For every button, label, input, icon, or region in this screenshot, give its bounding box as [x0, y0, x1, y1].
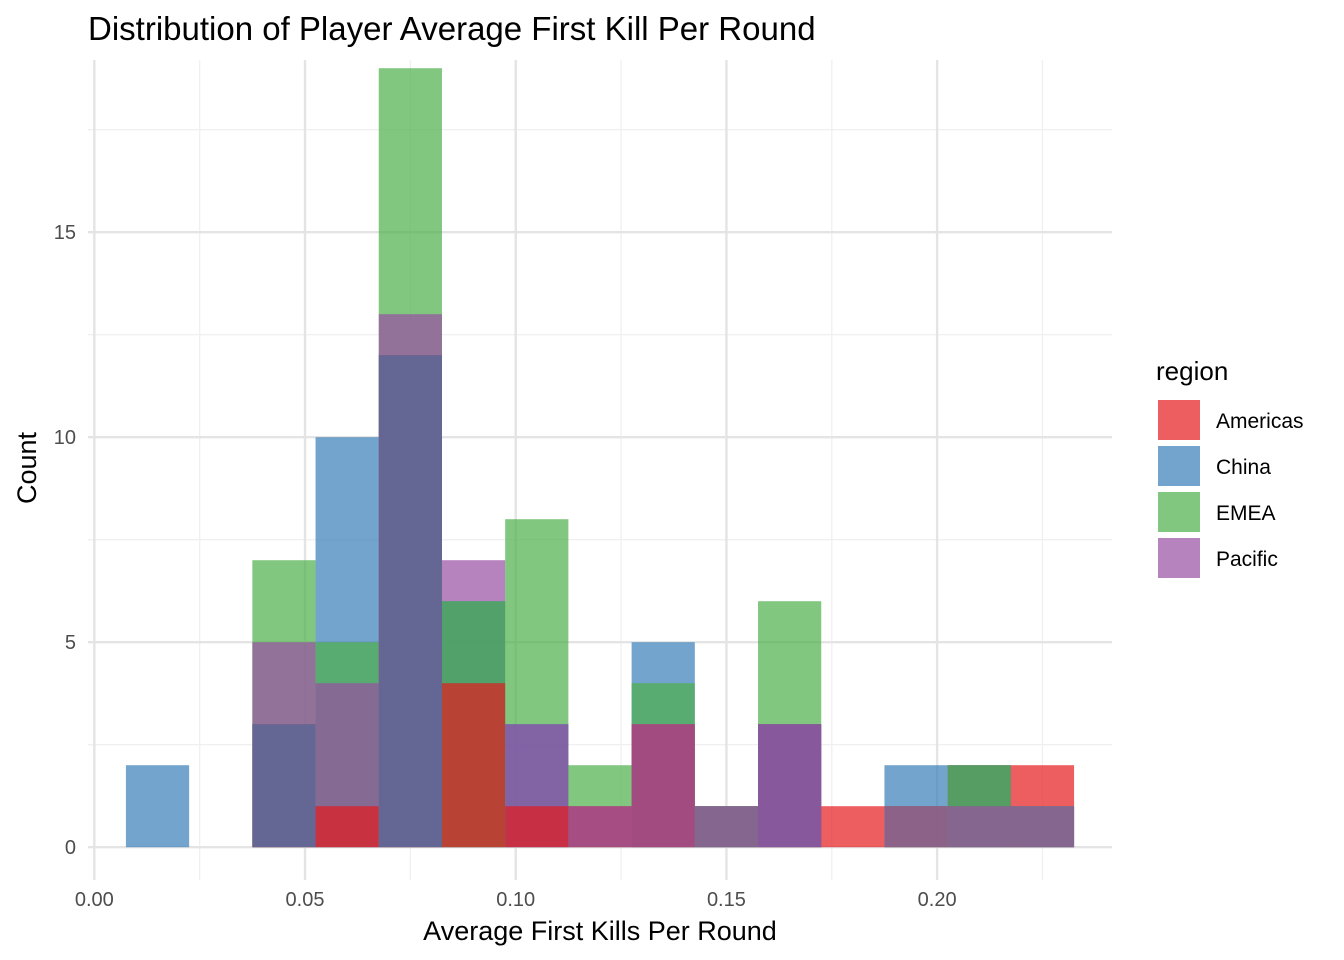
y-tick-label: 15: [54, 222, 76, 244]
bar-china-bin-0: [125, 765, 190, 848]
y-tick-label: 10: [54, 427, 76, 449]
legend-swatch-china: [1158, 446, 1200, 486]
major-gridlines: [88, 60, 1112, 880]
legend-label-emea: EMEA: [1216, 502, 1276, 525]
legend-swatch-americas: [1158, 400, 1200, 440]
chart-title: Distribution of Player Average First Kil…: [88, 10, 816, 47]
legend-title: region: [1156, 356, 1228, 386]
legend: region Americas China EMEA Pacific: [1156, 356, 1304, 578]
x-tick-label: 0.00: [75, 889, 114, 911]
bar-pacific-bin-7: [568, 806, 632, 848]
histogram-bars: [125, 68, 1075, 848]
x-tick-label: 0.15: [707, 889, 746, 911]
legend-swatch-pacific: [1158, 538, 1200, 578]
legend-label-pacific: Pacific: [1216, 548, 1278, 571]
y-tick-label: 5: [65, 632, 76, 654]
bar-pacific-bin-12: [884, 806, 948, 848]
bar-china-bin-2: [252, 724, 316, 848]
minor-gridlines: [88, 60, 1112, 880]
legend-label-china: China: [1216, 456, 1271, 479]
y-axis-title: Count: [12, 431, 42, 504]
x-tick-label: 0.20: [918, 889, 957, 911]
x-tick-label: 0.10: [496, 889, 535, 911]
bar-pacific-bin-13: [947, 806, 1011, 848]
bar-pacific-bin-14: [1010, 806, 1075, 848]
bar-americas-bin-6: [505, 806, 569, 848]
bar-americas-bin-3: [315, 806, 379, 848]
bar-pacific-bin-9: [694, 806, 759, 848]
y-axis-ticks: 0 5 10 15: [54, 222, 76, 859]
bar-china-bin-4: [378, 355, 442, 848]
x-axis-ticks: 0.00 0.05 0.10 0.15 0.20: [75, 889, 957, 911]
legend-swatch-emea: [1158, 492, 1200, 532]
y-tick-label: 0: [65, 837, 76, 859]
x-tick-label: 0.05: [286, 889, 325, 911]
bar-americas-bin-5: [441, 683, 506, 848]
legend-label-americas: Americas: [1216, 410, 1304, 433]
x-axis-title: Average First Kills Per Round: [423, 916, 777, 946]
bar-pacific-bin-10: [758, 724, 822, 848]
bar-pacific-bin-8: [631, 724, 695, 848]
bar-americas-bin-11: [821, 806, 885, 848]
